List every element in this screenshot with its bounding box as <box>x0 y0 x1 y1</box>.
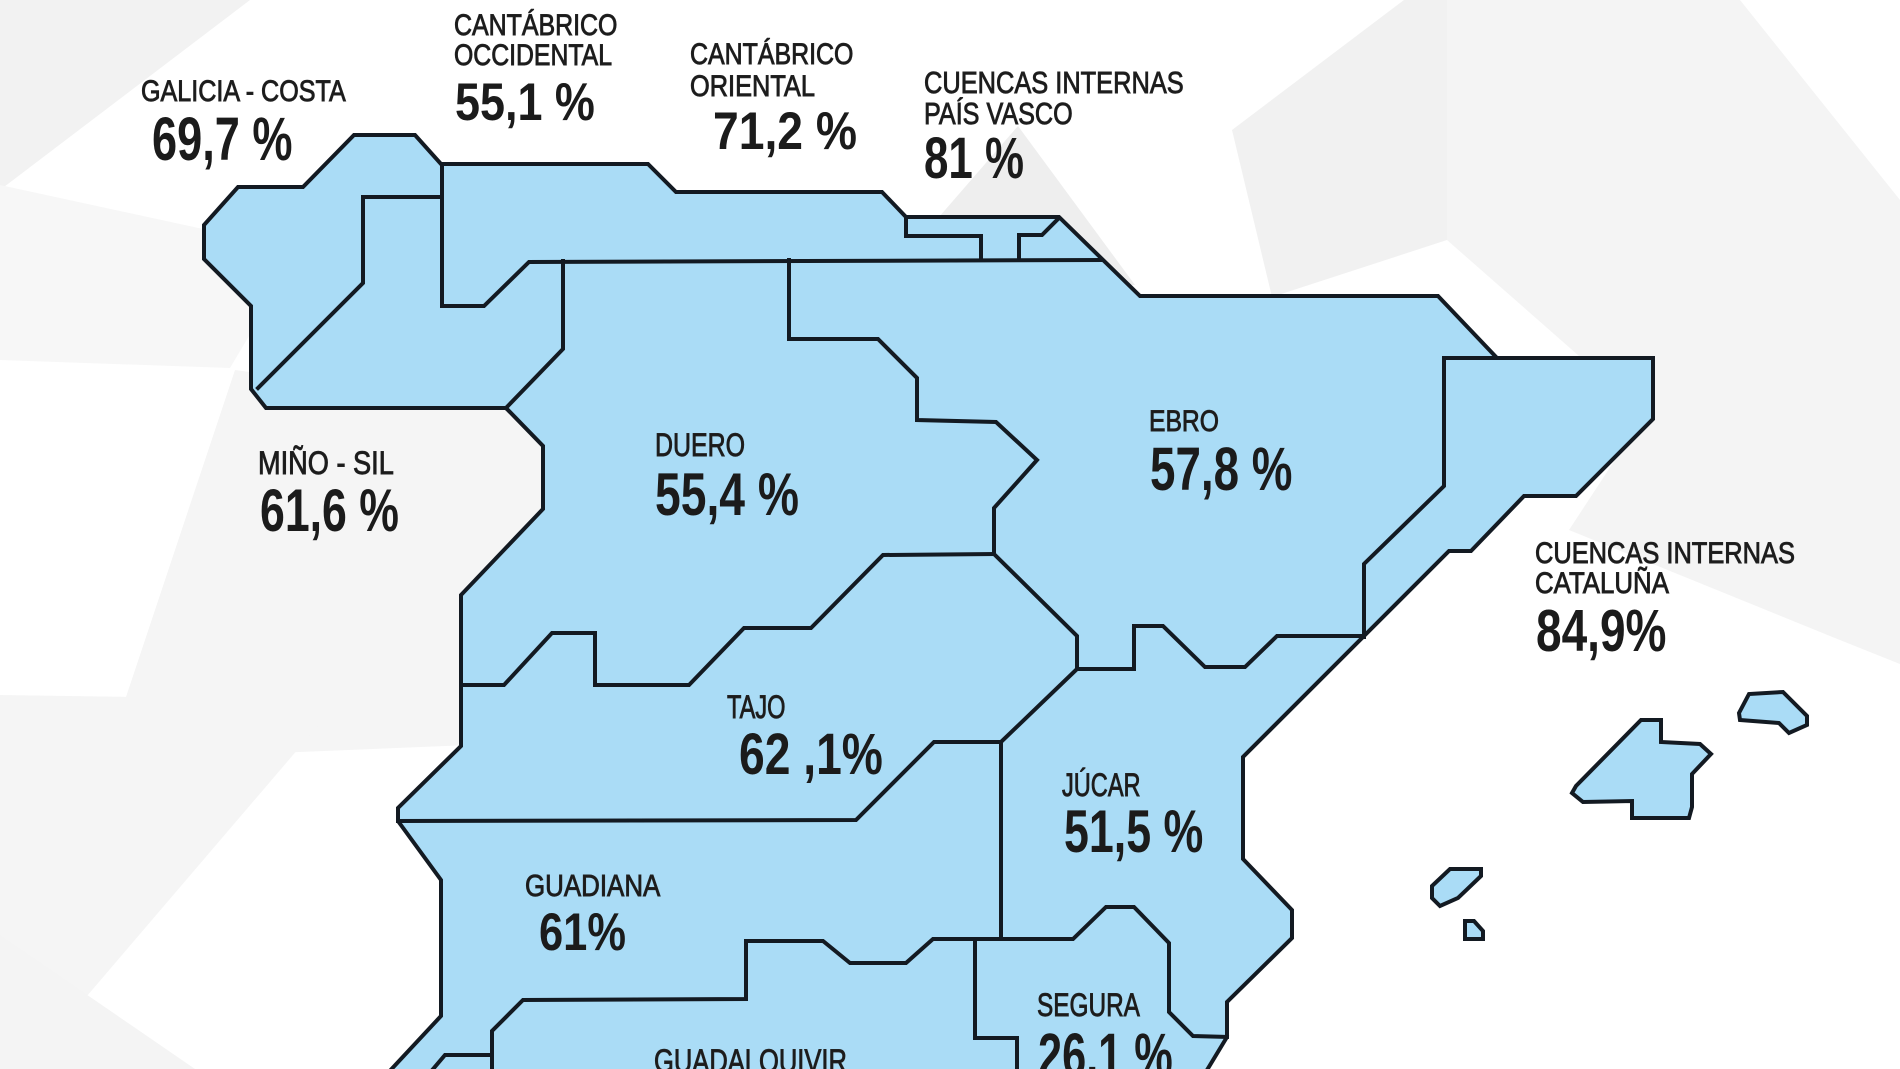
svg-text:DUERO: DUERO <box>655 428 745 464</box>
svg-text:TAJO: TAJO <box>727 690 785 725</box>
svg-text:CUENCAS INTERNAS: CUENCAS INTERNAS <box>1535 536 1795 569</box>
svg-text:CANTÁBRICO: CANTÁBRICO <box>454 8 617 42</box>
svg-text:CATALUÑA: CATALUÑA <box>1535 566 1669 599</box>
svg-text:55,1 %: 55,1 % <box>455 74 595 132</box>
svg-text:CUENCAS INTERNAS: CUENCAS INTERNAS <box>924 66 1184 101</box>
svg-text:71,2 %: 71,2 % <box>713 101 857 161</box>
svg-text:ORIENTAL: ORIENTAL <box>690 69 815 102</box>
svg-text:84,9%: 84,9% <box>1536 599 1666 665</box>
svg-text:GUADIANA: GUADIANA <box>525 869 660 904</box>
svg-text:62 ,1%: 62 ,1% <box>739 723 883 787</box>
svg-text:55,4 %: 55,4 % <box>655 462 799 528</box>
svg-text:26,1 %: 26,1 % <box>1038 1022 1173 1069</box>
svg-text:81 %: 81 % <box>924 125 1024 190</box>
svg-text:PAÍS VASCO: PAÍS VASCO <box>924 95 1073 130</box>
svg-text:69,7 %: 69,7 % <box>152 105 292 173</box>
svg-text:51,5 %: 51,5 % <box>1064 799 1203 866</box>
svg-text:61,6 %: 61,6 % <box>260 478 399 545</box>
svg-text:CANTÁBRICO: CANTÁBRICO <box>690 37 853 71</box>
svg-text:MIÑO - SIL: MIÑO - SIL <box>258 445 394 482</box>
svg-text:OCCIDENTAL: OCCIDENTAL <box>454 38 612 72</box>
svg-text:EBRO: EBRO <box>1149 404 1219 438</box>
svg-text:SEGURA: SEGURA <box>1037 988 1140 1024</box>
svg-text:57,8 %: 57,8 % <box>1150 436 1292 504</box>
svg-text:GALICIA - COSTA: GALICIA - COSTA <box>141 74 346 108</box>
svg-text:JÚCAR: JÚCAR <box>1062 768 1141 803</box>
svg-text:61%: 61% <box>539 903 626 962</box>
svg-text:GUADALQUIVIR: GUADALQUIVIR <box>654 1044 847 1069</box>
